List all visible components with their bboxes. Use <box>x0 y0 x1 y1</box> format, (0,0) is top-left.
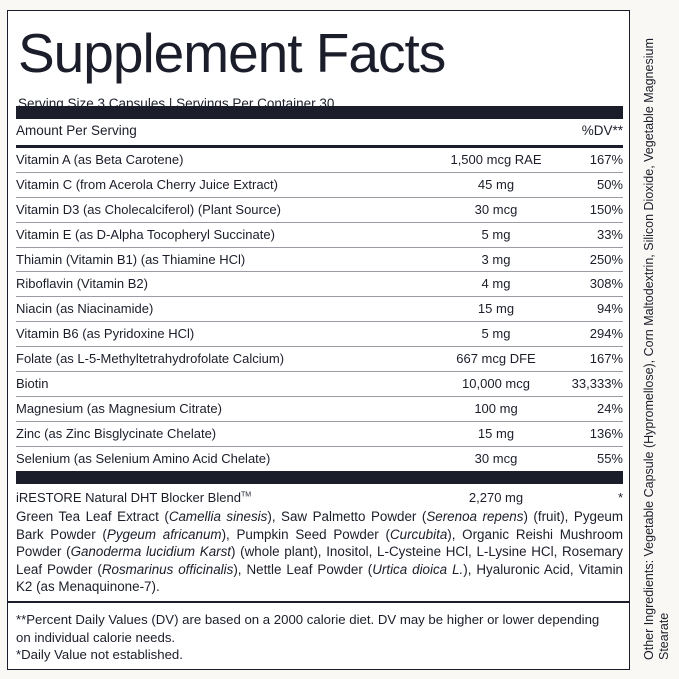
nutrient-dv: 250% <box>589 251 623 267</box>
nutrient-row: Vitamin B6 (as Pyridoxine HCl) 5 mg 294% <box>16 322 623 348</box>
supplement-facts-panel: Supplement Facts Serving Size 3 Capsules… <box>7 10 630 670</box>
blend-ingredients: Green Tea Leaf Extract (Camellia sinesis… <box>16 508 623 596</box>
thick-divider <box>16 106 623 119</box>
nutrient-dv: 24% <box>596 400 623 416</box>
footnotes: **Percent Daily Values (DV) are based on… <box>16 611 616 664</box>
latin-name: Serenoa repens <box>426 509 524 524</box>
nutrient-row: Zinc (as Zinc Bisglycinate Chelate) 15 mg… <box>16 422 623 447</box>
nutrient-dv: 55% <box>596 450 623 466</box>
other-ingredients: Other Ingredients: Vegetable Capsule (Hy… <box>642 38 671 660</box>
nutrient-row: Thiamin (Vitamin B1) (as Thiamine HCl) 3 … <box>16 248 623 273</box>
nutrient-row: Biotin 10,000 mcg 33,333% <box>16 372 623 397</box>
nutrient-row: Riboflavin (Vitamin B2) 4 mg 308% <box>16 272 623 298</box>
nutrient-dv: 167% <box>589 152 623 167</box>
ingredient-text: ), Organic Reishi Mushroom Powder ( <box>16 526 624 560</box>
divider <box>8 601 629 603</box>
latin-name: Pygeum africanum <box>106 526 222 542</box>
dv-label: %DV** <box>581 123 623 138</box>
column-header: Amount Per Serving %DV** <box>16 123 623 148</box>
latin-name: Rosmarinus officinalis <box>101 561 234 577</box>
thick-divider <box>16 471 623 484</box>
ingredient-text: ), Saw Palmetto Powder ( <box>267 509 427 524</box>
latin-name: Curcubita <box>389 526 448 542</box>
blend-name: iRESTORE Natural DHT Blocker Blend <box>16 490 241 505</box>
nutrient-row: Vitamin D3 (as Cholecalciferol) (Plant S… <box>16 198 623 223</box>
nutrient-row: Magnesium (as Magnesium Citrate) 100 mg 24… <box>16 397 623 422</box>
nutrient-table: Vitamin A (as Beta Carotene) 1,500 mcg RA… <box>16 148 623 472</box>
ingredient-text: ) (whole plant), Inositol, L-Cysteine HC… <box>16 544 624 577</box>
nutrient-row: Vitamin E (as D-Alpha Tocopheryl Succina… <box>16 223 623 248</box>
nutrient-amount: 1,500 mcg RAE <box>450 152 542 167</box>
nutrient-name: Folate (as L-5-Methyltetrahydrofolate Ca… <box>16 351 285 367</box>
ingredient-text: ) (fruit), Pygeum Bark Powder ( <box>16 509 624 542</box>
trademark: TM <box>240 491 252 499</box>
nutrient-row: Folate (as L-5-Methyltetrahydrofolate Ca… <box>16 347 623 373</box>
panel-title: Supplement Facts <box>18 22 446 84</box>
nutrient-amount: 15 mg <box>477 425 515 441</box>
amount-per-serving-label: Amount Per Serving <box>16 123 137 138</box>
latin-name: Ganoderma lucidium Karst <box>70 544 232 560</box>
nutrient-amount: 3 mg <box>481 251 511 267</box>
nutrient-amount: 10,000 mcg <box>462 376 530 392</box>
nutrient-dv: 136% <box>589 425 623 441</box>
nutrient-name: Vitamin C (from Acerola Cherry Juice Ext… <box>16 176 278 192</box>
ingredient-text: ), Pumpkin Seed Powder ( <box>221 526 390 542</box>
nutrient-name: Biotin <box>16 376 49 392</box>
nutrient-name: Vitamin D3 (as Cholecalciferol) (Plant S… <box>16 201 281 217</box>
nutrient-dv: 33,333% <box>571 376 623 392</box>
nutrient-amount: 15 mg <box>477 301 515 317</box>
ingredient-text: Green Tea Leaf Extract ( <box>16 509 169 524</box>
nutrient-dv: 150% <box>589 201 623 217</box>
nutrient-dv: 50% <box>596 176 623 192</box>
nutrient-row: Niacin (as Niacinamide) 15 mg 94% <box>16 297 623 323</box>
nutrient-name: Vitamin A (as Beta Carotene) <box>16 152 184 167</box>
nutrient-amount: 667 mcg DFE <box>456 351 536 367</box>
ingredient-text: ), Hyaluronic Acid, Vitamin K2 (as Menaq… <box>16 561 623 595</box>
nutrient-amount: 30 mcg <box>474 201 518 217</box>
blend-dv: * <box>617 490 623 505</box>
nutrient-name: Magnesium (as Magnesium Citrate) <box>16 400 222 416</box>
nutrient-name: Thiamin (Vitamin B1) (as Thiamine HCl) <box>16 251 246 267</box>
nutrient-row: Vitamin C (from Acerola Cherry Juice Ext… <box>16 173 623 198</box>
nutrient-amount: 30 mcg <box>474 450 518 466</box>
nutrient-amount: 45 mg <box>477 176 515 192</box>
nutrient-name: Vitamin E (as D-Alpha Tocopheryl Succina… <box>16 226 275 242</box>
nutrient-amount: 100 mg <box>474 400 518 416</box>
footnote-not-established: *Daily Value not established. <box>16 647 183 663</box>
nutrient-dv: 294% <box>589 326 623 342</box>
nutrient-dv: 94% <box>596 301 623 317</box>
nutrient-row: Selenium (as Selenium Amino Acid Chelate… <box>16 447 623 472</box>
nutrient-name: Niacin (as Niacinamide) <box>16 301 154 317</box>
blend-amount: 2,270 mg <box>468 490 524 505</box>
blend-header: iRESTORE Natural DHT Blocker BlendTM 2,2… <box>16 490 623 505</box>
ingredient-text: ), Nettle Leaf Powder ( <box>233 561 373 577</box>
nutrient-dv: 33% <box>596 226 623 242</box>
latin-name: Camellia sinesis <box>168 509 268 524</box>
nutrient-name: Selenium (as Selenium Amino Acid Chelate… <box>16 450 271 466</box>
latin-name: Urtica dioica L. <box>372 561 464 577</box>
nutrient-name: Vitamin B6 (as Pyridoxine HCl) <box>16 326 195 342</box>
nutrient-dv: 167% <box>589 351 623 367</box>
nutrient-dv: 308% <box>589 276 623 292</box>
nutrient-row: Vitamin A (as Beta Carotene) 1,500 mcg RA… <box>16 148 623 173</box>
nutrient-amount: 5 mg <box>481 226 511 242</box>
nutrient-amount: 4 mg <box>481 276 511 292</box>
nutrient-amount: 5 mg <box>481 326 511 342</box>
nutrient-name: Riboflavin (Vitamin B2) <box>16 276 148 292</box>
footnote-dv: **Percent Daily Values (DV) are based on… <box>16 612 600 645</box>
nutrient-name: Zinc (as Zinc Bisglycinate Chelate) <box>16 425 217 441</box>
